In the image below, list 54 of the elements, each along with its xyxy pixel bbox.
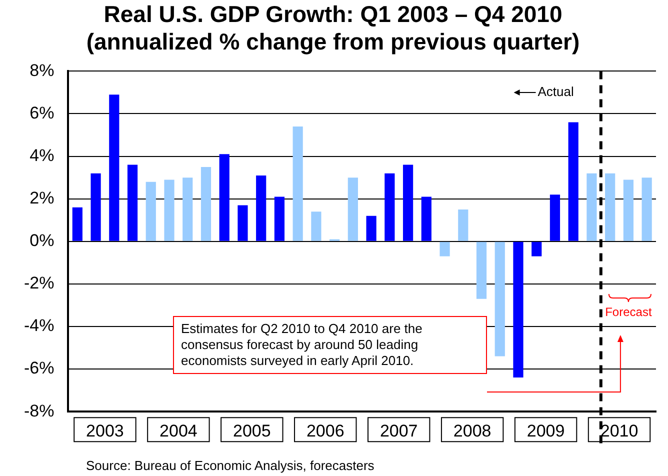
bar xyxy=(109,94,120,241)
bar xyxy=(623,180,634,241)
x-tick-label: 2003 xyxy=(86,421,124,440)
bar xyxy=(642,178,652,241)
bar xyxy=(274,196,285,241)
bar xyxy=(164,180,174,241)
bar xyxy=(605,173,616,241)
bar xyxy=(476,242,487,299)
bar xyxy=(494,242,505,356)
y-tick-label: -8% xyxy=(24,401,54,420)
bar xyxy=(421,196,432,241)
bar xyxy=(458,209,468,241)
bar xyxy=(219,154,230,241)
x-tick-label: 2006 xyxy=(306,421,344,440)
x-tick-label: 2007 xyxy=(380,421,418,440)
x-tick-label: 2005 xyxy=(232,421,271,440)
bar xyxy=(348,178,358,241)
x-tick-label: 2009 xyxy=(526,421,565,440)
bar xyxy=(384,173,395,241)
bar xyxy=(311,212,322,241)
bar xyxy=(550,194,560,241)
bar xyxy=(238,205,248,241)
y-tick-label: 6% xyxy=(30,103,54,122)
bar xyxy=(568,122,578,241)
bar xyxy=(586,173,597,241)
bar xyxy=(200,166,212,241)
chart-subtitle: (annualized % change from previous quarter) xyxy=(86,28,580,55)
y-tick-label: 2% xyxy=(30,188,54,208)
bar xyxy=(366,216,376,241)
y-tick-label: 8% xyxy=(30,60,54,80)
bar xyxy=(532,242,542,256)
y-tick-label: 4% xyxy=(30,146,54,165)
x-tick-label: 2004 xyxy=(160,421,198,440)
bar xyxy=(72,207,82,241)
x-tick-label: 2008 xyxy=(453,421,492,440)
y-tick-label: -4% xyxy=(24,316,54,336)
chart-title: Real U.S. GDP Growth: Q1 2003 – Q4 2010 xyxy=(104,1,562,28)
y-tick-label: -2% xyxy=(24,274,54,293)
bar xyxy=(402,164,414,241)
source-note: Source: Bureau of Economic Analysis, forecasters xyxy=(86,458,374,473)
bar xyxy=(127,164,138,241)
annotation: Forecast xyxy=(604,305,653,319)
bar xyxy=(182,178,193,241)
bar xyxy=(292,126,303,241)
x-tick-label: 2010 xyxy=(600,421,638,440)
bar xyxy=(440,242,450,256)
bar xyxy=(513,242,524,378)
bar xyxy=(146,182,156,241)
y-tick-label: -6% xyxy=(24,358,54,378)
bar xyxy=(256,175,266,241)
y-tick-label: 0% xyxy=(30,231,54,250)
bar xyxy=(90,173,101,241)
callout-box: Estimates for Q2 2010 to Q4 2010 are the consensus forecast by around 50 leading economists surveyed in early April 2010. xyxy=(173,316,487,374)
annotation: Actual xyxy=(538,84,574,100)
